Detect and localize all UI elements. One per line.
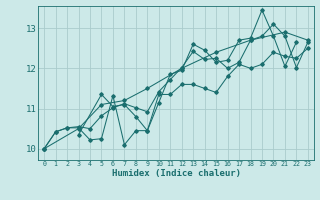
X-axis label: Humidex (Indice chaleur): Humidex (Indice chaleur) [111,169,241,178]
